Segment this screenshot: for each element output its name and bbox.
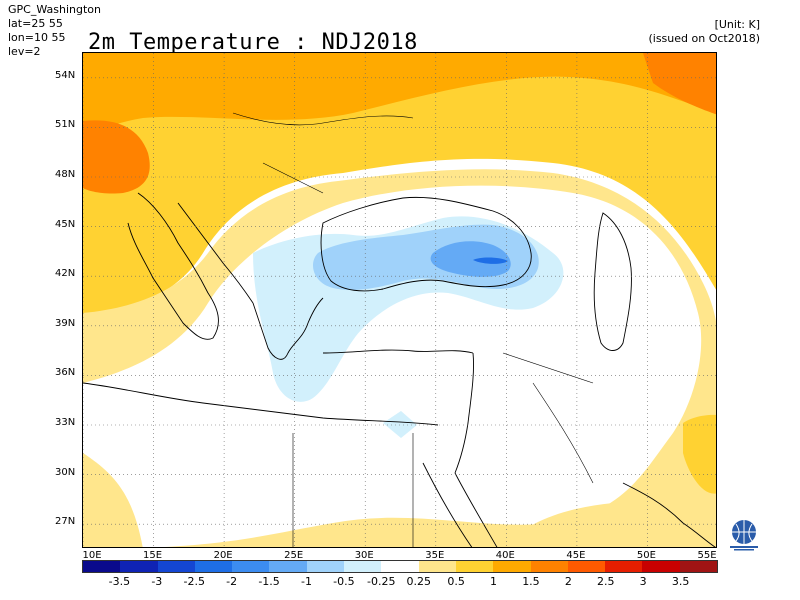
shade-minus1-to-0.5	[430, 241, 511, 277]
legend-label: -2	[226, 575, 238, 588]
source-label: GPC_Washington	[8, 3, 101, 16]
map-area	[82, 52, 717, 548]
lat-label: 36N	[55, 367, 76, 379]
lat-range-label: lat=25 55	[8, 17, 63, 30]
lon-label: 40E	[495, 550, 515, 561]
legend-swatch	[120, 561, 158, 572]
legend-swatch	[530, 561, 568, 572]
lat-label: 54N	[55, 69, 76, 81]
gridlines	[83, 53, 716, 547]
metadata-block: GPC_Washington lat=25 55 lon=10 55 lev=2	[8, 3, 101, 59]
unit-block: [Unit: K] (issued on Oct2018)	[648, 18, 760, 46]
legend-swatch	[418, 561, 456, 572]
shading-layer	[83, 53, 716, 547]
legend-swatch	[567, 561, 606, 572]
lat-label: 39N	[55, 317, 76, 329]
lat-label: 51N	[55, 119, 76, 131]
color-legend-labels: -3.5 -3 -2.5 -2 -1.5 -1 -0.5 -0.25 0.25 0.5 1 1.5 2 2…	[82, 575, 718, 589]
legend-swatch	[605, 561, 643, 572]
lat-label: 30N	[55, 466, 76, 478]
lon-label: 50E	[636, 550, 656, 561]
wmo-globe-logo-icon	[730, 520, 758, 551]
shade-2-plus-northwest	[83, 120, 150, 194]
legend-label: 1.5	[522, 575, 540, 588]
lon-label: 25E	[284, 550, 304, 561]
legend-label: -1.5	[258, 575, 280, 588]
lon-label: 45E	[566, 550, 586, 561]
legend-swatch	[269, 561, 307, 572]
lon-label: 55E	[697, 550, 717, 561]
legend-label: 1	[490, 575, 498, 588]
shade-1-to-1.5-east	[683, 414, 716, 494]
shade-minus1.5-to-1	[473, 257, 508, 264]
legend-label: -1	[300, 575, 312, 588]
lon-range-label: lon=10 55	[8, 31, 66, 44]
legend-swatch	[455, 561, 494, 572]
shade-1.5-to-2-northeast	[643, 53, 716, 115]
legend-label: 2	[564, 575, 572, 588]
legend-swatch	[381, 561, 419, 572]
level-label: lev=2	[8, 45, 41, 58]
legend-swatch	[157, 561, 195, 572]
issued-label: (issued on Oct2018)	[648, 32, 760, 45]
legend-swatch	[194, 561, 233, 572]
lon-label: 15E	[143, 550, 163, 561]
color-legend-bar	[82, 560, 718, 573]
lat-label: 33N	[55, 417, 76, 428]
lon-label: 35E	[425, 550, 445, 561]
legend-swatch	[306, 561, 345, 572]
legend-label: -2.5	[183, 575, 205, 588]
shade-0.5-to-1-south	[83, 453, 143, 547]
coastline-layer	[83, 112, 716, 547]
lon-label: 20E	[213, 550, 233, 561]
temperature-anomaly-map	[83, 53, 716, 547]
legend-swatch	[232, 561, 270, 572]
legend-swatch	[679, 561, 718, 572]
lat-label: 42N	[55, 268, 76, 280]
legend-label: 0.5	[447, 575, 465, 588]
legend-label: -0.5	[333, 575, 355, 588]
legend-swatch	[642, 561, 680, 572]
unit-label: [Unit: K]	[714, 18, 760, 31]
lon-label: 10E	[82, 550, 102, 561]
legend-swatch	[493, 561, 531, 572]
legend-label: -3	[151, 575, 163, 588]
legend-label: 3.5	[671, 575, 690, 588]
legend-label: 2.5	[597, 575, 615, 588]
lat-label: 48N	[55, 169, 76, 180]
shade-1.5-to-2-north	[83, 53, 716, 133]
lat-label: 45N	[55, 218, 76, 230]
map-title: 2m Temperature : NDJ2018	[88, 30, 418, 55]
shade-0.5-to-1-southeast	[504, 502, 716, 547]
lon-label: 30E	[354, 550, 374, 561]
legend-label: -0.25	[367, 575, 396, 588]
lat-label: 27N	[55, 516, 76, 528]
legend-label: 3	[639, 575, 647, 588]
legend-label: 0.25	[406, 575, 431, 588]
legend-swatch	[83, 561, 121, 572]
legend-swatch	[344, 561, 382, 572]
legend-label: -3.5	[108, 575, 131, 588]
shade-minus0.25-small	[383, 411, 417, 438]
